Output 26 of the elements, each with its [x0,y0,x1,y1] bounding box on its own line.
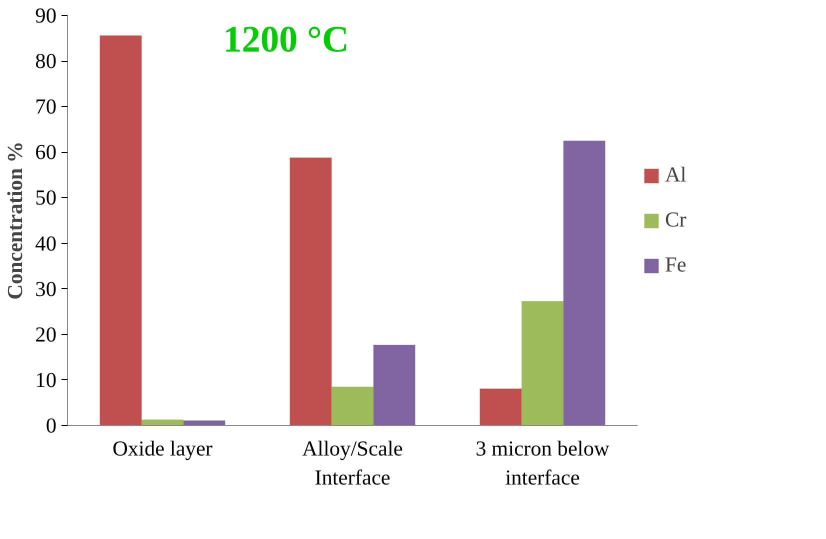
x-tick-label: 3 micron below interface [476,436,610,490]
y-tick-label: 70 [35,94,56,119]
bar [100,36,142,426]
legend-label: Al [665,162,686,188]
bar [480,388,522,426]
bar [563,140,606,426]
legend-label: Cr [665,208,686,232]
y-tick-label: 50 [35,186,56,210]
bar [142,420,184,426]
y-tick-label: 80 [35,49,56,74]
y-tick-label: 40 [35,231,56,256]
y-tick-label: 60 [35,140,56,164]
y-axis-title: Concentration % [3,141,28,300]
bar [373,344,416,426]
legend-label: Fe [665,252,686,278]
y-tick-label: 0 [46,414,57,438]
bar [290,158,332,426]
y-tick-label: 90 [35,4,56,28]
y-tick-label: 20 [35,322,56,346]
y-tick-label: 10 [35,368,56,392]
x-tick-label: Oxide layer [112,436,213,460]
chart-title: 1200 °C [223,20,349,60]
x-tick-label: Alloy/Scale Interface [302,436,403,490]
bar [522,301,564,426]
y-tick-label: 30 [35,276,56,301]
bar [332,386,374,426]
